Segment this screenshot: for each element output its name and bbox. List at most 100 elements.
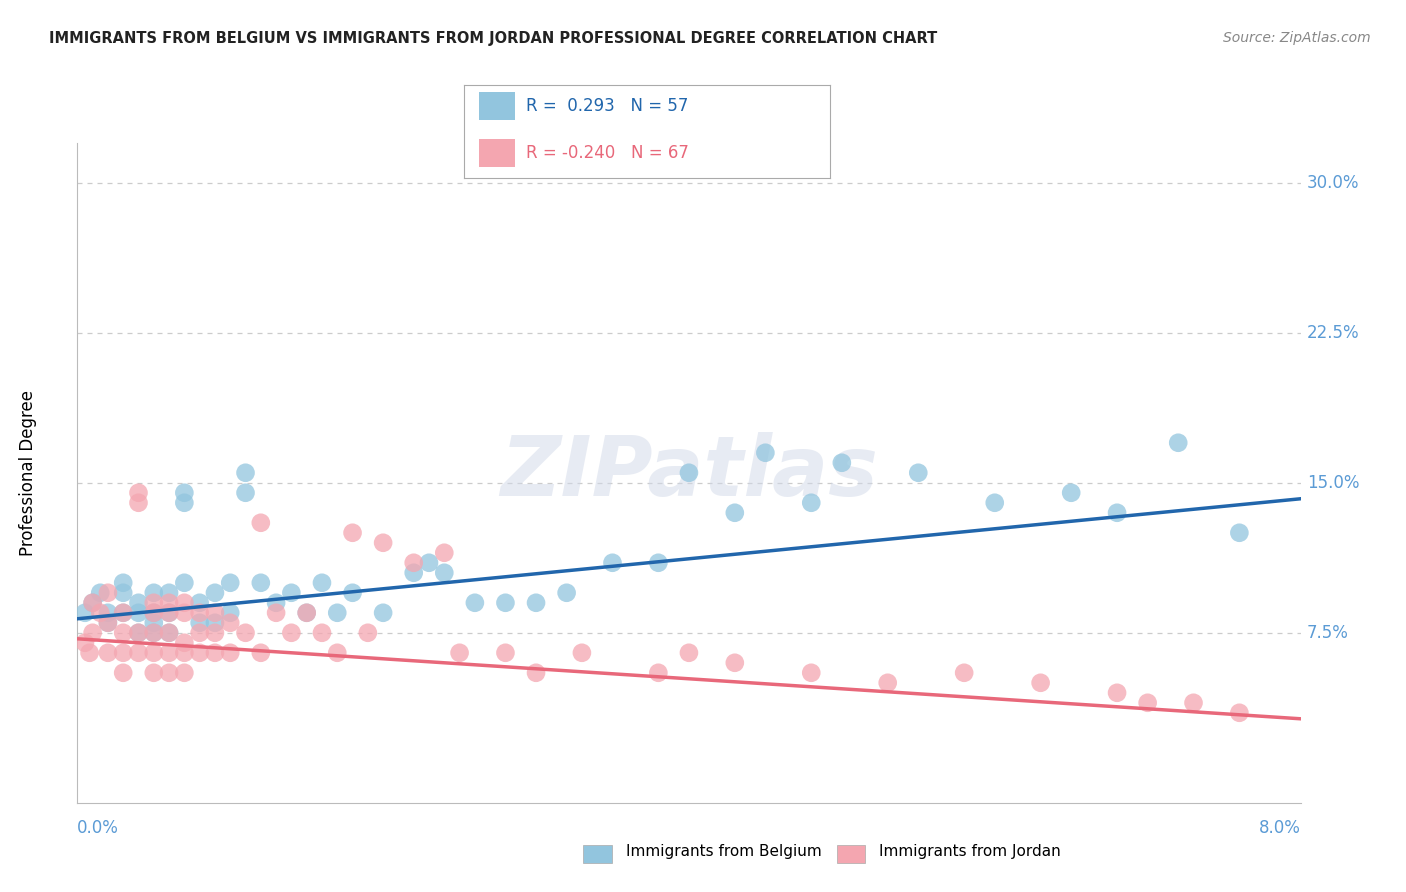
Point bbox=[188, 646, 211, 660]
Point bbox=[1229, 525, 1251, 540]
Point bbox=[142, 606, 165, 620]
Point bbox=[984, 496, 1007, 510]
Text: ZIPatlas: ZIPatlas bbox=[501, 433, 877, 513]
Point bbox=[97, 606, 120, 620]
Point bbox=[754, 446, 776, 460]
Point bbox=[173, 665, 195, 680]
Point bbox=[678, 466, 700, 480]
Point bbox=[204, 586, 226, 600]
Point bbox=[1060, 485, 1083, 500]
Point bbox=[464, 596, 486, 610]
Point bbox=[1136, 696, 1159, 710]
Point bbox=[97, 615, 120, 630]
Point bbox=[204, 625, 226, 640]
Point bbox=[127, 646, 149, 660]
Text: R = -0.240   N = 67: R = -0.240 N = 67 bbox=[526, 144, 689, 161]
Point bbox=[1229, 706, 1251, 720]
Text: IMMIGRANTS FROM BELGIUM VS IMMIGRANTS FROM JORDAN PROFESSIONAL DEGREE CORRELATIO: IMMIGRANTS FROM BELGIUM VS IMMIGRANTS FR… bbox=[49, 31, 938, 46]
Point bbox=[280, 586, 302, 600]
Point bbox=[907, 466, 929, 480]
Point bbox=[219, 575, 242, 590]
Point bbox=[173, 496, 195, 510]
Point bbox=[602, 556, 624, 570]
Point bbox=[157, 586, 180, 600]
Point bbox=[127, 496, 149, 510]
Point bbox=[724, 506, 747, 520]
Point bbox=[571, 646, 593, 660]
Point bbox=[188, 615, 211, 630]
Point bbox=[495, 596, 517, 610]
Point bbox=[188, 625, 211, 640]
Point bbox=[219, 646, 242, 660]
Point bbox=[204, 615, 226, 630]
Point bbox=[342, 586, 364, 600]
Point bbox=[678, 646, 700, 660]
Point bbox=[127, 485, 149, 500]
Point bbox=[82, 596, 104, 610]
Point bbox=[495, 646, 517, 660]
Point bbox=[157, 665, 180, 680]
Text: 8.0%: 8.0% bbox=[1258, 819, 1301, 838]
Point bbox=[250, 516, 273, 530]
Point bbox=[250, 646, 273, 660]
Point bbox=[112, 665, 135, 680]
Point bbox=[311, 575, 333, 590]
Point bbox=[173, 646, 195, 660]
Point bbox=[418, 556, 440, 570]
Point bbox=[157, 596, 180, 610]
Point bbox=[188, 596, 211, 610]
Point bbox=[1029, 675, 1052, 690]
Text: 15.0%: 15.0% bbox=[1306, 474, 1360, 491]
Point bbox=[402, 556, 425, 570]
Point bbox=[219, 615, 242, 630]
Point bbox=[219, 606, 242, 620]
Point bbox=[97, 615, 120, 630]
Point bbox=[371, 606, 394, 620]
Point bbox=[326, 646, 349, 660]
Text: Immigrants from Jordan: Immigrants from Jordan bbox=[879, 845, 1060, 859]
Point bbox=[142, 625, 165, 640]
Point bbox=[402, 566, 425, 580]
Point bbox=[142, 606, 165, 620]
Point bbox=[97, 586, 120, 600]
Point bbox=[280, 625, 302, 640]
Point bbox=[173, 575, 195, 590]
Point bbox=[73, 606, 96, 620]
Point bbox=[342, 525, 364, 540]
Point bbox=[173, 485, 195, 500]
Point bbox=[112, 646, 135, 660]
Point bbox=[250, 575, 273, 590]
Point bbox=[1167, 435, 1189, 450]
Text: Immigrants from Belgium: Immigrants from Belgium bbox=[626, 845, 821, 859]
FancyBboxPatch shape bbox=[478, 92, 515, 120]
Point bbox=[173, 596, 195, 610]
Point bbox=[449, 646, 471, 660]
Point bbox=[127, 625, 149, 640]
Text: Professional Degree: Professional Degree bbox=[20, 390, 38, 556]
Point bbox=[800, 496, 823, 510]
Point bbox=[112, 606, 135, 620]
Text: 22.5%: 22.5% bbox=[1306, 324, 1360, 342]
Point bbox=[82, 596, 104, 610]
Point bbox=[953, 665, 976, 680]
Point bbox=[188, 606, 211, 620]
Point bbox=[326, 606, 349, 620]
Point bbox=[433, 546, 456, 560]
Point bbox=[204, 646, 226, 660]
Point bbox=[311, 625, 333, 640]
Point bbox=[264, 606, 287, 620]
Point bbox=[264, 596, 287, 610]
Point bbox=[112, 606, 135, 620]
Text: 30.0%: 30.0% bbox=[1306, 174, 1360, 192]
Point bbox=[157, 646, 180, 660]
Point bbox=[82, 625, 104, 640]
Point bbox=[357, 625, 380, 640]
Point bbox=[295, 606, 318, 620]
Point bbox=[112, 586, 135, 600]
Point bbox=[1107, 686, 1129, 700]
Point bbox=[112, 575, 135, 590]
Text: Source: ZipAtlas.com: Source: ZipAtlas.com bbox=[1223, 31, 1371, 45]
Point bbox=[555, 586, 578, 600]
Point bbox=[89, 606, 111, 620]
Point bbox=[235, 485, 257, 500]
